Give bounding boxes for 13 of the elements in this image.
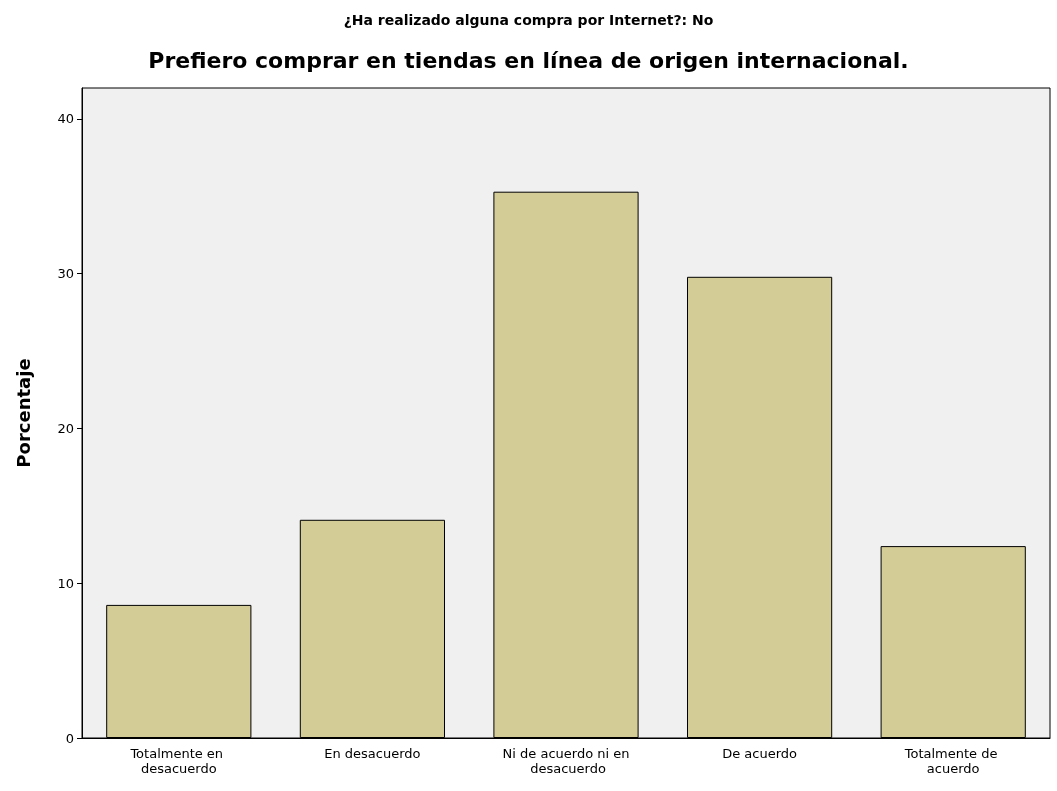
y-tick-label: 10 [57, 575, 74, 591]
chart-subtitle: ¿Ha realizado alguna compra por Internet?: No [343, 12, 714, 28]
y-axis-title: Porcentaje [12, 358, 34, 468]
x-tick-label: Totalmente de acuerdo [903, 746, 1002, 776]
x-tick-label: Totalmente en desacuerdo [129, 746, 228, 776]
x-tick-label: En desacuerdo [324, 746, 421, 761]
chart-title: Prefiero comprar en tiendas en línea de origen internacional. [148, 47, 909, 73]
x-tick-label: De acuerdo [722, 746, 798, 761]
y-tick-label: 0 [65, 730, 74, 746]
y-tick-label: 40 [57, 111, 74, 127]
x-tick-label: Ni de acuerdo ni en desacuerdo [502, 746, 630, 776]
y-tick-label: 30 [57, 266, 74, 282]
y-tick-label: 20 [57, 420, 74, 436]
